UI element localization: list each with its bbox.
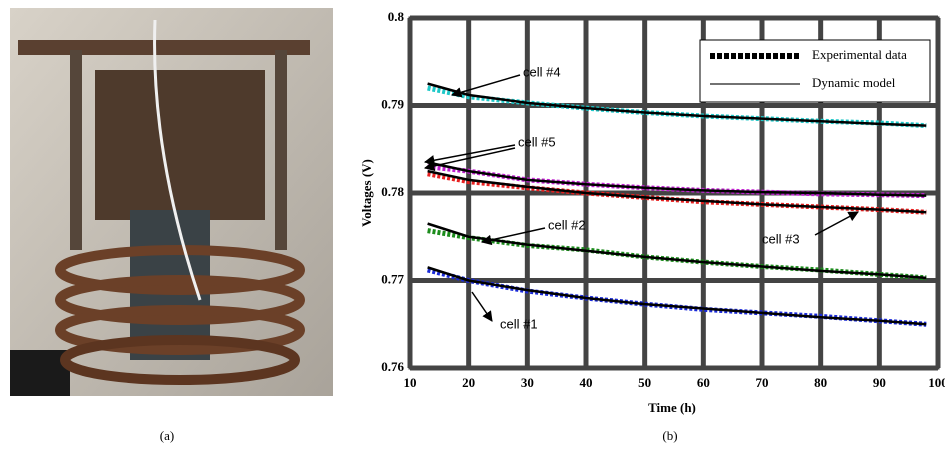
model-line	[427, 161, 927, 197]
y-tick-label: 0.77	[381, 271, 404, 286]
legend-label: Experimental data	[812, 47, 907, 62]
annotation-arrow	[471, 291, 493, 322]
x-tick-label: 100	[928, 375, 945, 390]
model-line	[427, 169, 927, 214]
x-axis-title: Time (h)	[648, 400, 696, 415]
y-tick-label: 0.76	[381, 359, 404, 374]
annotation: cell #5	[518, 134, 556, 149]
x-tick-label: 90	[873, 375, 886, 390]
annotation-arrow	[480, 227, 546, 246]
annotation: cell #4	[523, 64, 561, 79]
annotation: cell #3	[762, 231, 800, 246]
model-line	[427, 222, 927, 280]
x-tick-label: 10	[404, 375, 417, 390]
x-tick-label: 70	[756, 375, 769, 390]
y-axis-title: Voltages (V)	[359, 159, 374, 227]
annotation-arrow	[423, 144, 516, 166]
x-tick-label: 50	[638, 375, 651, 390]
x-tick-label: 30	[521, 375, 534, 390]
annotation: cell #1	[500, 316, 538, 331]
plot: 10 20 30 40 50 60 70 80 90 100 0.76 0.77 0.78 0.79 0.8…	[381, 9, 945, 390]
annotation: cell #2	[548, 217, 586, 232]
annotation-arrow	[814, 211, 859, 236]
model-line	[427, 82, 927, 127]
model-line	[427, 266, 927, 326]
annotation-arrow	[423, 147, 516, 172]
x-tick-label: 80	[814, 375, 827, 390]
x-tick-label: 40	[580, 375, 593, 390]
legend-label: Dynamic model	[812, 75, 896, 90]
caption: (b)	[662, 428, 677, 443]
annotation-arrow	[450, 74, 521, 98]
photo	[10, 8, 333, 396]
x-tick-label: 20	[462, 375, 475, 390]
y-tick-label: 0.8	[388, 9, 405, 24]
x-tick-label: 60	[697, 375, 710, 390]
caption: (a)	[160, 428, 174, 443]
legend-box	[699, 39, 931, 103]
y-tick-label: 0.78	[381, 184, 404, 199]
y-tick-label: 0.79	[381, 96, 404, 111]
